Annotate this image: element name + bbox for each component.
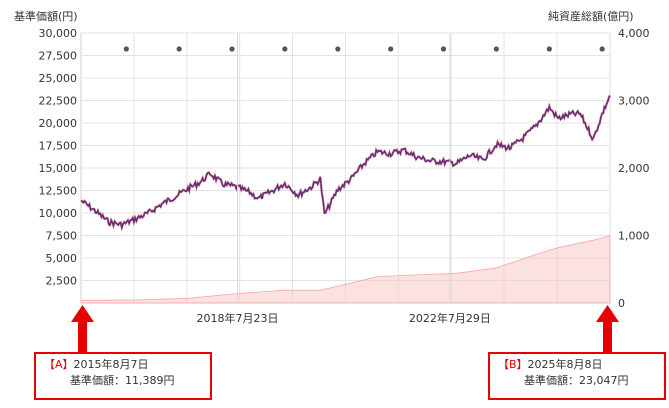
dividend-marker — [123, 46, 129, 52]
annotation-end-value: 基準価額：23,047円 — [524, 374, 629, 387]
dividend-marker — [599, 46, 605, 52]
left-tick-label: 17,500 — [39, 140, 78, 153]
left-tick-label: 30,000 — [39, 27, 78, 40]
left-tick-label: 22,500 — [39, 95, 78, 108]
left-tick-label: 12,500 — [39, 185, 78, 198]
dividend-marker — [282, 46, 288, 52]
nav-line — [80, 94, 612, 233]
annotation-end-date: 2025年8月8日 — [527, 358, 603, 371]
left-tick-label: 10,000 — [39, 207, 78, 220]
annotation-start-date: 2015年8月7日 — [73, 358, 149, 371]
left-tick-label: 7,500 — [46, 230, 78, 243]
left-axis-title: 基準価額(円) — [14, 9, 78, 23]
x-axis-ticks: 2018年7月23日 2022年7月29日 — [196, 33, 491, 325]
left-tick-label: 25,000 — [39, 72, 78, 85]
right-tick-label: 4,000 — [618, 27, 650, 40]
right-tick-label: 1,000 — [618, 230, 650, 243]
x-tick-label: 2022年7月29日 — [409, 311, 491, 325]
annotation-start: 【A】2015年8月7日 基準価額：11,389円 — [34, 352, 212, 400]
left-axis-ticks: 2,500 5,000 7,500 10,000 12,500 15,000 17,500 2… — [39, 27, 78, 288]
dividend-marker — [176, 46, 182, 52]
annotation-end-tag: 【B】 — [498, 358, 528, 371]
arrow-end — [596, 305, 619, 352]
dividend-marker — [229, 46, 235, 52]
right-tick-label: 0 — [618, 297, 625, 310]
x-tick-label: 2018年7月23日 — [196, 311, 278, 325]
dividend-marker — [546, 46, 552, 52]
left-tick-label: 2,500 — [46, 275, 78, 288]
left-tick-label: 5,000 — [46, 252, 78, 265]
dividend-marker — [440, 46, 447, 52]
left-tick-label: 20,000 — [39, 117, 78, 130]
nav-line-path — [80, 95, 611, 231]
left-tick-label: 27,500 — [39, 50, 78, 63]
annotation-end: 【B】2025年8月8日 基準価額：23,047円 — [488, 352, 666, 400]
left-tick-label: 15,000 — [39, 162, 78, 175]
annotation-start-value: 基準価額：11,389円 — [70, 374, 175, 387]
right-axis-ticks: 0 1,000 2,000 3,000 4,000 — [618, 27, 650, 310]
right-axis-title: 純資産総額(億円) — [548, 9, 634, 23]
dividend-marker — [335, 46, 341, 52]
net-assets-area-path — [80, 234, 611, 304]
right-tick-label: 2,000 — [618, 162, 650, 175]
arrow-start — [71, 305, 94, 352]
dividend-marker — [493, 46, 499, 52]
dividend-markers — [123, 46, 605, 52]
annotation-start-tag: 【A】 — [44, 358, 74, 371]
net-assets-area — [80, 234, 611, 304]
dividend-marker — [388, 46, 394, 52]
right-tick-label: 3,000 — [618, 95, 650, 108]
